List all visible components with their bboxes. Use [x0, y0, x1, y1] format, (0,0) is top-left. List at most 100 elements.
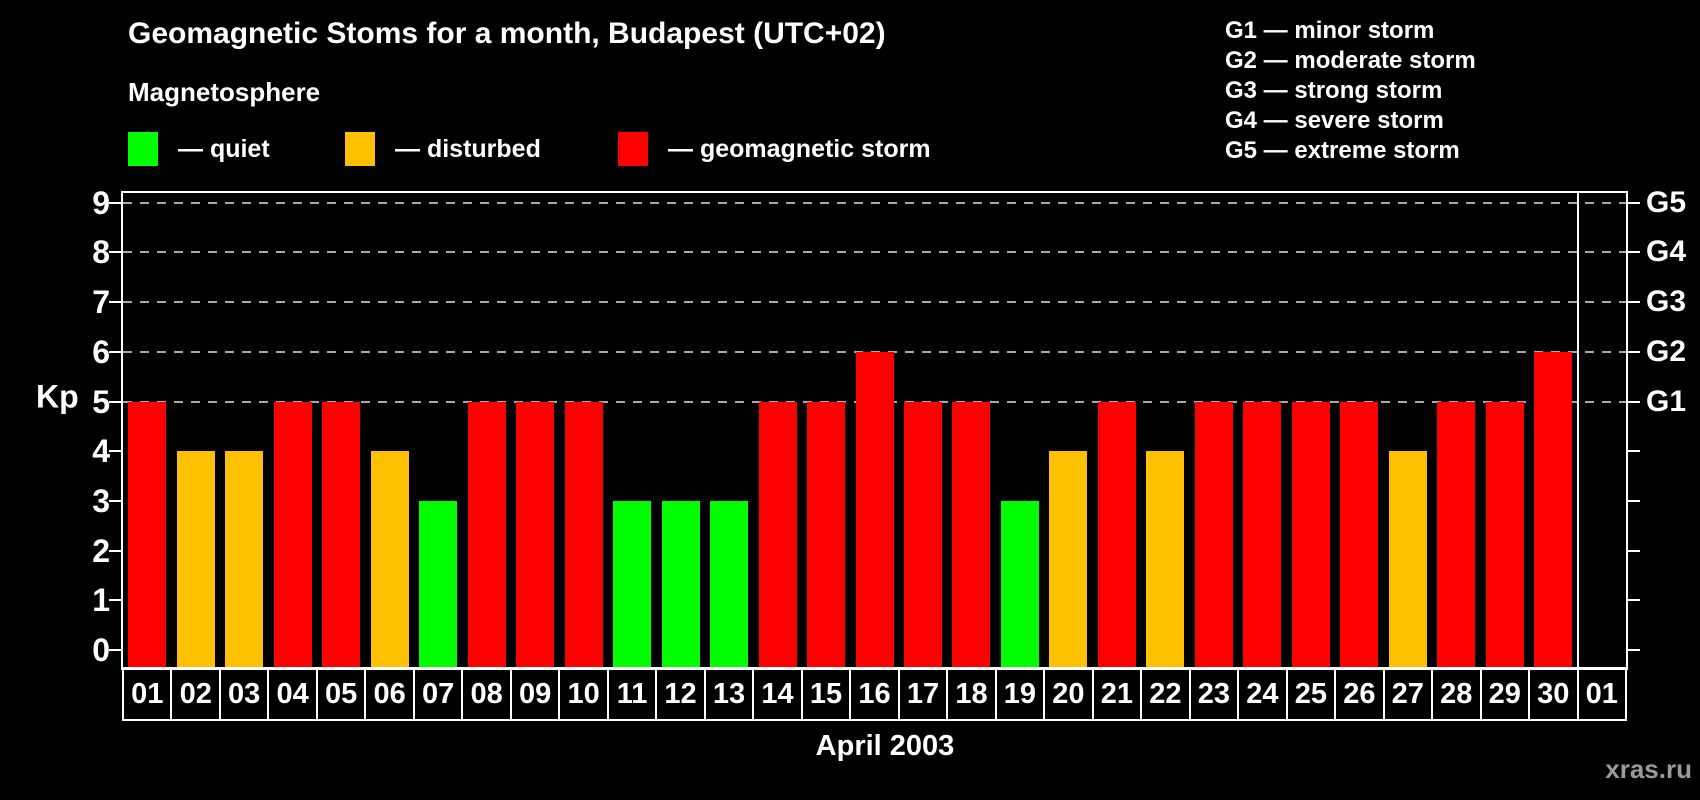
x-axis-day-label: 23	[1197, 677, 1230, 710]
right-axis-label-G2: G2	[1646, 334, 1687, 368]
y-axis-tick-label-4: 4	[92, 433, 110, 470]
magnetosphere-legend-heading: Magnetosphere	[128, 77, 321, 107]
x-axis-day-label: 14	[761, 677, 794, 710]
y-axis-tick-label-6: 6	[92, 333, 110, 370]
x-axis-day-label: 25	[1294, 677, 1327, 710]
x-axis-day-label: 07	[421, 677, 455, 710]
x-axis-day-cell: 01	[1576, 667, 1627, 721]
y-axis-tick-label-2: 2	[92, 532, 110, 569]
x-axis-day-label: 04	[276, 677, 309, 710]
x-axis-day-label: 09	[518, 677, 552, 710]
x-axis-day-cell: 26	[1334, 667, 1385, 721]
storm-swatch-icon	[618, 132, 648, 166]
right-axis-label-G4: G4	[1646, 235, 1687, 269]
right-axis-label-G1: G1	[1646, 384, 1687, 418]
x-axis-day-cell: 04	[267, 667, 318, 721]
x-axis-day-cell: 21	[1091, 667, 1143, 721]
x-axis-day-label: 08	[470, 677, 503, 710]
kp-bar-day-08	[467, 401, 506, 668]
y-axis-tick-7	[109, 301, 121, 304]
y-axis-tick-label-7: 7	[92, 284, 110, 321]
x-axis-day-cell: 27	[1382, 667, 1434, 721]
x-axis-day-cell: 23	[1188, 667, 1240, 721]
gridline-kp-9	[123, 201, 1626, 204]
legend-item-label: — disturbed	[395, 134, 541, 163]
x-axis-day-cell: 09	[509, 667, 561, 721]
x-axis-day-cell: 30	[1528, 667, 1579, 721]
x-axis-day-cell: 07	[412, 667, 464, 721]
x-axis-day-cell: 28	[1431, 667, 1482, 721]
kp-bar-day-27	[1388, 451, 1427, 668]
kp-bar-day-26	[1340, 401, 1379, 668]
y-axis-tick-label-5: 5	[92, 383, 110, 420]
x-axis-day-cell: 22	[1140, 667, 1191, 721]
kp-bar-day-23	[1194, 401, 1233, 668]
kp-bar-day-28	[1437, 401, 1476, 668]
x-axis-day-cell: 05	[315, 667, 367, 721]
y-axis-tick-6	[109, 350, 121, 353]
y-axis-tick-5	[109, 400, 121, 403]
x-axis-day-label: 03	[228, 677, 261, 710]
x-axis-day-cell: 02	[170, 667, 221, 721]
x-axis-day-cell: 06	[364, 667, 415, 721]
x-axis-day-label: 01	[1585, 677, 1618, 710]
watermark: xras.ru	[1605, 754, 1692, 784]
y-axis-tick-8	[109, 251, 121, 254]
kp-bar-day-16	[855, 351, 894, 668]
x-axis-day-label: 17	[906, 677, 940, 710]
gridline-kp-7	[123, 301, 1626, 304]
legend-item-label: — quiet	[178, 134, 270, 163]
x-axis-day-label: 28	[1440, 677, 1473, 710]
kp-bar-day-13	[710, 500, 749, 668]
kp-bar-day-20	[1049, 451, 1088, 668]
x-axis-day-label: 30	[1537, 677, 1570, 710]
disturbed-swatch-icon	[345, 132, 375, 166]
x-axis-day-cell: 12	[655, 667, 706, 721]
x-axis-day-label: 10	[567, 677, 600, 710]
x-axis-day-cell: 24	[1237, 667, 1288, 721]
kp-bar-day-10	[564, 401, 603, 668]
y-axis-tick-1	[109, 599, 121, 602]
right-axis-tick-7	[1628, 301, 1640, 304]
quiet-swatch-icon	[128, 132, 158, 166]
x-axis-day-cell: 18	[946, 667, 997, 721]
x-axis-day-cell: 10	[558, 667, 609, 721]
kp-bar-day-11	[613, 500, 652, 668]
kp-bar-day-29	[1485, 401, 1524, 668]
y-axis-tick-9	[109, 201, 121, 204]
x-axis-day-label: 19	[1003, 677, 1037, 710]
y-axis-tick-4	[109, 450, 121, 453]
kp-bar-day-15	[807, 401, 846, 668]
kp-bar-day-24	[1243, 401, 1282, 668]
x-axis-day-cell: 15	[800, 667, 852, 721]
x-axis-day-cell: 01	[122, 667, 173, 721]
x-axis-day-cell: 25	[1285, 667, 1337, 721]
x-axis-day-label: 24	[1246, 677, 1279, 710]
kp-bar-day-14	[758, 401, 797, 668]
x-axis-day-cell: 19	[994, 667, 1046, 721]
g-legend-line-4: G4 — severe storm	[1225, 107, 1444, 134]
x-axis-day-label: 18	[955, 677, 988, 710]
legend-item-storm: — geomagnetic storm	[618, 131, 931, 167]
right-axis-tick-4	[1628, 450, 1640, 453]
right-axis-tick-3	[1628, 499, 1640, 502]
kp-bar-day-19	[1000, 500, 1039, 668]
x-axis-day-cell: 16	[849, 667, 900, 721]
x-axis-day-label: 05	[325, 677, 358, 710]
x-axis-day-label: 13	[712, 677, 746, 710]
legend-item-quiet: — quiet	[128, 131, 270, 167]
legend-item-disturbed: — disturbed	[345, 131, 541, 167]
kp-bar-day-06	[370, 451, 409, 668]
right-axis-tick-6	[1628, 350, 1640, 353]
right-axis-tick-5	[1628, 400, 1640, 403]
x-axis-day-cell: 29	[1479, 667, 1531, 721]
kp-bar-day-17	[903, 401, 942, 668]
kp-bar-day-07	[419, 500, 458, 668]
x-axis-day-cell: 17	[897, 667, 949, 721]
x-axis-day-label: 27	[1391, 677, 1424, 710]
x-axis-day-label: 26	[1343, 677, 1376, 710]
y-axis-tick-3	[109, 499, 121, 502]
y-axis-tick-label-0: 0	[92, 632, 110, 668]
kp-bar-day-21	[1097, 401, 1136, 668]
kp-bar-day-02	[176, 451, 215, 668]
